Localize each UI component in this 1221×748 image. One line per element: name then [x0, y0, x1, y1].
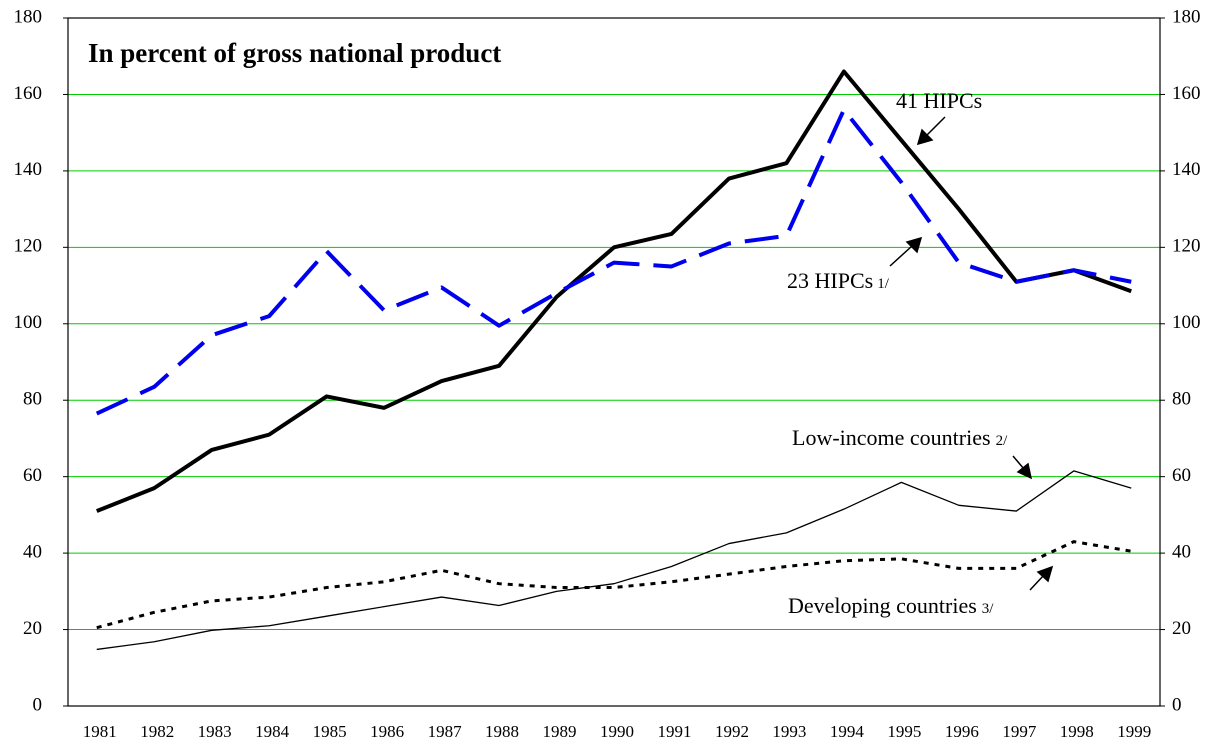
annotation-note: 3/	[982, 601, 995, 617]
arrow	[1012, 455, 1025, 470]
annotation-text: 23 HIPCs	[787, 268, 873, 293]
annotation: 41 HIPCs	[896, 88, 982, 113]
x-tick-label: 1990	[600, 722, 634, 741]
grid	[68, 17, 1160, 707]
arrow	[925, 116, 946, 137]
y-tick-label: 100	[14, 312, 43, 333]
plot-frame	[67, 17, 1161, 707]
series-line	[96, 540, 1132, 630]
annotation-text: Developing countries	[788, 593, 977, 618]
y2-tick-label: 180	[1172, 6, 1201, 27]
x-tick-label: 1985	[313, 722, 347, 741]
arrow-head	[1036, 565, 1054, 583]
arrows	[889, 116, 1054, 591]
y2-tick-label: 100	[1172, 312, 1201, 333]
x-tick-label: 1986	[370, 722, 404, 741]
x-tick-label: 1994	[830, 722, 865, 741]
series-line	[96, 470, 1132, 651]
chart-title: In percent of gross national product	[88, 38, 501, 68]
x-tick-label: 1982	[140, 722, 174, 741]
annotation: 23 HIPCs 1/	[787, 268, 890, 293]
arrow	[1029, 574, 1045, 591]
arrow-head	[1016, 462, 1033, 480]
annotation-text: Low-income countries	[792, 425, 991, 450]
y2-tick-label: 160	[1172, 83, 1201, 104]
x-tick-label: 1989	[543, 722, 577, 741]
y-tick-label: 120	[14, 236, 43, 257]
y-tick-label: 40	[23, 541, 42, 562]
series-line	[95, 69, 1132, 513]
y-tick-label: 160	[14, 83, 43, 104]
series-line	[95, 107, 1132, 416]
arrow-head	[905, 236, 923, 254]
annotation-note: 1/	[877, 276, 890, 292]
y-tick-label: 180	[14, 6, 43, 27]
x-tick-label: 1998	[1060, 722, 1094, 741]
x-tick-label: 1988	[485, 722, 519, 741]
y-tick-label: 0	[33, 694, 43, 715]
x-tick-label: 1991	[657, 722, 691, 741]
x-tick-label: 1992	[715, 722, 749, 741]
x-tick-label: 1999	[1117, 722, 1151, 741]
lines	[95, 69, 1132, 651]
x-tick-label: 1997	[1002, 722, 1037, 741]
x-tick-label: 1995	[887, 722, 921, 741]
y2-tick-label: 40	[1172, 541, 1191, 562]
y-tick-label: 140	[14, 159, 43, 180]
arrow-head	[916, 128, 934, 146]
x-tick-label: 1981	[83, 722, 117, 741]
x-tick-label: 1983	[198, 722, 232, 741]
x-tick-label: 1993	[772, 722, 806, 741]
annotation: Low-income countries 2/	[792, 425, 1008, 450]
y2-tick-label: 20	[1172, 618, 1191, 639]
y2-tick-label: 0	[1172, 694, 1182, 715]
x-tick-label: 1996	[945, 722, 979, 741]
annotation: Developing countries 3/	[788, 593, 994, 618]
y-tick-label: 80	[23, 389, 42, 410]
y2-tick-label: 60	[1172, 465, 1191, 486]
y-tick-label: 20	[23, 618, 42, 639]
y2-tick-label: 120	[1172, 236, 1201, 257]
x-tick-label: 1984	[255, 722, 290, 741]
y-tick-label: 60	[23, 465, 42, 486]
y2-tick-label: 80	[1172, 389, 1191, 410]
arrow	[889, 245, 913, 267]
y2-tick-label: 140	[1172, 159, 1201, 180]
annotation-note: 2/	[996, 433, 1009, 449]
x-tick-label: 1987	[428, 722, 463, 741]
